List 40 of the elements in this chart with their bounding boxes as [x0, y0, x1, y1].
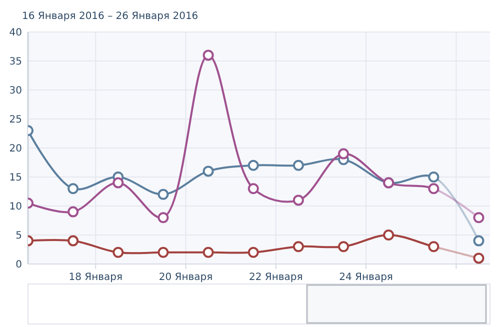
point [292, 194, 304, 206]
point [202, 246, 214, 258]
y-tick-label: 15 [9, 172, 22, 184]
point [428, 241, 440, 252]
point [473, 252, 484, 264]
y-tick-label: 10 [9, 202, 22, 212]
point [112, 177, 124, 188]
point [68, 183, 79, 194]
point [158, 246, 169, 258]
x-tick-label: 22 Января [249, 272, 303, 283]
point [202, 50, 214, 61]
point [202, 166, 214, 177]
y-tick-label: 30 [9, 86, 22, 96]
y-tick-label: 40 [9, 28, 22, 38]
y-tick-label: 20 [9, 144, 22, 154]
point [68, 206, 79, 218]
point [248, 160, 259, 171]
point [473, 212, 484, 224]
point [248, 246, 259, 258]
x-tick-label: 20 Января [158, 272, 213, 283]
point [248, 183, 259, 194]
point [428, 183, 440, 194]
point [158, 212, 169, 224]
y-tick-label: 35 [9, 56, 22, 68]
x-tick-label: 18 Января [68, 272, 122, 283]
point [158, 188, 169, 200]
point [338, 241, 350, 252]
y-tick-label: 25 [9, 114, 22, 126]
point [473, 235, 484, 246]
point [68, 235, 79, 246]
y-tick-label: 5 [16, 230, 22, 242]
chart-title: 16 Января 2016 – 26 Января 2016 [22, 11, 198, 22]
x-tick-label: 24 Января [339, 272, 393, 283]
point [338, 148, 350, 160]
y-tick-label: 0 [16, 260, 22, 270]
point [428, 172, 440, 182]
point [383, 230, 394, 240]
point [112, 246, 124, 258]
point [292, 160, 304, 171]
point [292, 241, 304, 252]
